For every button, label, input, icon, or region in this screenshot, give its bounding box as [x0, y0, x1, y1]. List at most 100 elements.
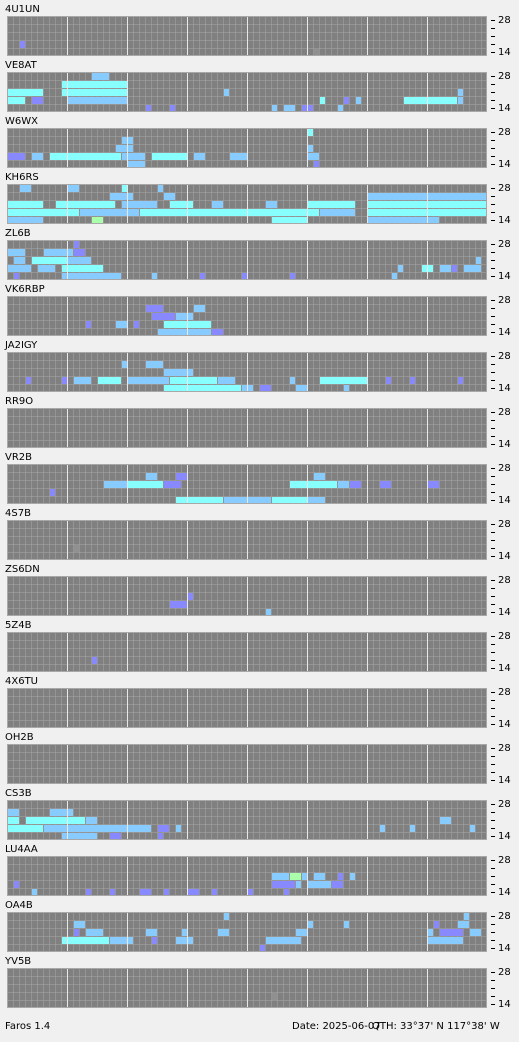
- station-name: 4U1UN: [5, 4, 40, 15]
- signal-cell: [86, 929, 103, 936]
- qth: QTH: 33°37' N 117°38' W: [372, 1021, 500, 1032]
- signal-cell: [44, 825, 127, 832]
- band-label-top: 28: [498, 351, 511, 362]
- signal-cell: [392, 273, 397, 280]
- signal-cell: [122, 185, 127, 192]
- signal-cell: [272, 105, 277, 112]
- signal-cell: [212, 889, 217, 896]
- signal-cell: [62, 81, 127, 88]
- station-name: VE8AT: [5, 60, 38, 71]
- signal-cell: [440, 265, 451, 272]
- signal-cell: [86, 817, 97, 824]
- signal-cell: [44, 249, 73, 256]
- signal-cell: [266, 201, 277, 208]
- signal-cell: [110, 833, 121, 840]
- signal-cell: [272, 993, 277, 1000]
- band-label-bottom: 14: [498, 943, 511, 954]
- station-name: VK6RBP: [5, 284, 45, 295]
- signal-cell: [8, 825, 43, 832]
- signal-cell: [170, 105, 175, 112]
- band-label-bottom: 14: [498, 775, 511, 786]
- signal-cell: [164, 385, 241, 392]
- band-label-bottom: 14: [498, 831, 511, 842]
- signal-cell: [428, 481, 439, 488]
- signal-cell: [176, 313, 193, 320]
- signal-cell: [164, 889, 169, 896]
- signal-cell: [128, 825, 151, 832]
- signal-cell: [86, 889, 91, 896]
- panel-border: [7, 296, 487, 336]
- signal-cell: [32, 889, 37, 896]
- signal-cell: [458, 921, 469, 928]
- panel-border: [7, 576, 487, 616]
- signal-cell: [8, 249, 25, 256]
- band-label-bottom: 14: [498, 103, 511, 114]
- station-name: 4S7B: [5, 508, 31, 519]
- signal-cell: [152, 153, 187, 160]
- signal-cell: [116, 321, 127, 328]
- signal-cell: [152, 937, 157, 944]
- signal-cell: [344, 385, 349, 392]
- signal-cell: [62, 937, 109, 944]
- signal-cell: [8, 89, 43, 96]
- signal-cell: [62, 273, 121, 280]
- signal-cell: [110, 889, 115, 896]
- signal-cell: [146, 105, 151, 112]
- signal-cell: [74, 241, 79, 248]
- signal-cell: [308, 881, 331, 888]
- signal-cell: [32, 153, 43, 160]
- signal-cell: [428, 937, 463, 944]
- signal-cell: [230, 153, 247, 160]
- date: Date: 2025-06-07: [292, 1021, 381, 1032]
- signal-cell: [458, 97, 463, 104]
- signal-cell: [68, 97, 127, 104]
- signal-cell: [38, 265, 55, 272]
- signal-cell: [398, 265, 403, 272]
- signal-cell: [386, 377, 391, 384]
- signal-cell: [92, 657, 97, 664]
- band-label-top: 28: [498, 463, 511, 474]
- band-label-top: 28: [498, 575, 511, 586]
- station-name: ZS6DN: [5, 564, 40, 575]
- station-name: ZL6B: [5, 228, 31, 239]
- signal-cell: [62, 377, 67, 384]
- signal-cell: [296, 929, 307, 936]
- signal-cell: [14, 881, 19, 888]
- signal-cell: [8, 265, 31, 272]
- signal-cell: [8, 97, 25, 104]
- signal-cell: [368, 217, 439, 224]
- band-label-top: 28: [498, 15, 511, 26]
- signal-cell: [74, 377, 91, 384]
- signal-cell: [176, 937, 193, 944]
- signal-cell: [86, 321, 91, 328]
- signal-cell: [92, 73, 109, 80]
- signal-cell: [176, 497, 223, 504]
- band-label-top: 28: [498, 183, 511, 194]
- signal-cell: [194, 153, 205, 160]
- signal-cell: [470, 825, 475, 832]
- signal-cell: [170, 601, 187, 608]
- signal-cell: [146, 305, 163, 312]
- band-label-bottom: 14: [498, 215, 511, 226]
- signal-cell: [164, 369, 193, 376]
- signal-cell: [164, 481, 181, 488]
- signal-cell: [56, 201, 115, 208]
- signal-cell: [128, 377, 169, 384]
- signal-cell: [158, 329, 211, 336]
- signal-cell: [428, 929, 433, 936]
- band-label-bottom: 14: [498, 327, 511, 338]
- signal-cell: [26, 817, 85, 824]
- band-label-bottom: 14: [498, 439, 511, 450]
- signal-cell: [266, 609, 271, 616]
- signal-cell: [338, 105, 343, 112]
- signal-cell: [350, 873, 355, 880]
- band-label-top: 28: [498, 687, 511, 698]
- signal-cell: [20, 185, 31, 192]
- signal-cell: [314, 49, 319, 56]
- panel-border: [7, 632, 487, 672]
- signal-cell: [266, 937, 301, 944]
- band-label-bottom: 14: [498, 887, 511, 898]
- station-name: RR9O: [5, 396, 33, 407]
- signal-cell: [218, 377, 235, 384]
